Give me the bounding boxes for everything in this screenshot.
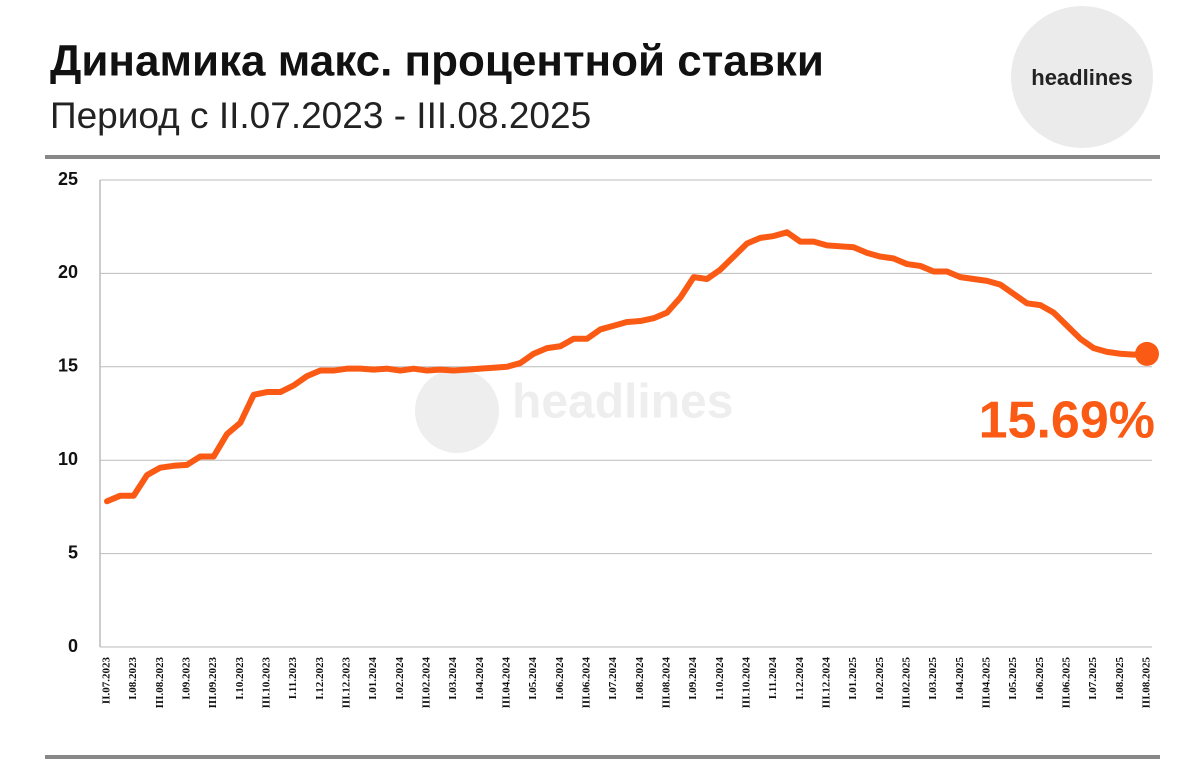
- x-tick-label: III.04.2024: [501, 657, 513, 709]
- x-tick-label: I.08.2024: [634, 657, 646, 700]
- y-tick-label: 20: [58, 262, 78, 282]
- x-tick-label: I.10.2023: [234, 657, 246, 700]
- x-tick-label: II.07.2023: [101, 657, 113, 705]
- x-tick-label: I.04.2025: [954, 657, 966, 700]
- x-tick-label: III.10.2024: [741, 657, 753, 709]
- x-tick-label: I.05.2025: [1007, 657, 1019, 700]
- x-tick-label: III.12.2023: [341, 657, 353, 709]
- x-tick-label: I.10.2024: [714, 657, 726, 700]
- end-point: [1135, 341, 1159, 366]
- x-tick-label: I.08.2025: [1114, 657, 1126, 700]
- y-tick-label: 5: [68, 542, 78, 562]
- x-tick-label: I.03.2024: [447, 657, 459, 700]
- x-tick-label: I.03.2025: [927, 657, 939, 700]
- x-tick-label: III.02.2024: [421, 657, 433, 709]
- x-tick-label: I.02.2024: [394, 657, 406, 700]
- y-tick-label: 25: [58, 169, 78, 189]
- x-tick-label: III.09.2023: [207, 657, 219, 709]
- series-line: [104, 229, 1150, 505]
- x-tick-label: III.10.2023: [261, 657, 273, 709]
- x-tick-label: I.09.2023: [181, 657, 193, 700]
- x-tick-label: III.08.2025: [1141, 657, 1153, 709]
- x-tick-label: III.08.2023: [154, 657, 166, 709]
- y-tick-label: 0: [68, 636, 78, 656]
- x-tick-label: I.01.2024: [367, 657, 379, 700]
- x-tick-label: I.12.2023: [314, 657, 326, 700]
- x-tick-label: I.05.2024: [527, 657, 539, 700]
- x-tick-label: III.06.2025: [1061, 657, 1073, 709]
- x-tick-label: I.11.2023: [287, 657, 299, 700]
- logo-circle: [1011, 6, 1153, 148]
- y-tick-label: 15: [58, 356, 78, 376]
- chart-subtitle: Период с II.07.2023 - III.08.2025: [50, 95, 591, 136]
- x-tick-label: I.08.2023: [127, 657, 139, 700]
- annotation: 15.69%: [979, 392, 1155, 450]
- y-tick-label: 10: [58, 449, 78, 469]
- x-tick-label: I.07.2025: [1087, 657, 1099, 700]
- x-tick-label: I.11.2024: [767, 657, 779, 700]
- x-tick-label: I.12.2024: [794, 657, 806, 700]
- watermark: headlines: [512, 376, 733, 429]
- x-tick-label: III.04.2025: [981, 657, 993, 709]
- x-tick-label: III.08.2024: [661, 657, 673, 709]
- x-tick-label: I.01.2025: [847, 657, 859, 700]
- x-tick-label: I.06.2025: [1034, 657, 1046, 700]
- x-tick-label: I.07.2024: [607, 657, 619, 700]
- x-tick-label: I.02.2025: [874, 657, 886, 700]
- logo: headlines: [1031, 65, 1132, 90]
- x-tick-label: I.06.2024: [554, 657, 566, 700]
- x-tick-label: III.12.2024: [821, 657, 833, 709]
- x-tick-label: I.09.2024: [687, 657, 699, 700]
- x-tick-label: III.02.2025: [901, 657, 913, 709]
- x-tick-label: I.04.2024: [474, 657, 486, 700]
- watermark-icon: [415, 369, 499, 453]
- x-tick-label: III.06.2024: [581, 657, 593, 709]
- chart-title: Динамика макс. процентной ставки: [50, 37, 824, 86]
